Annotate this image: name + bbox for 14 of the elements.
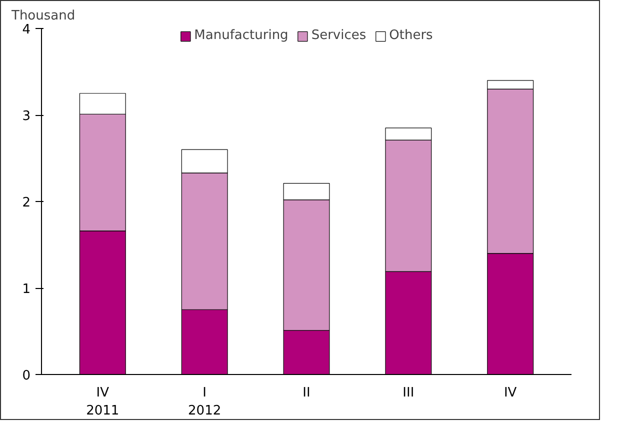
y-tick-label: 0 [22, 368, 31, 384]
y-tick-label: 4 [22, 22, 31, 38]
y-tick-label: 3 [22, 109, 31, 124]
x-tick-label: I 2012 [188, 386, 222, 418]
y-tick-label: 2 [22, 196, 31, 210]
legend-label: Others [389, 28, 433, 43]
y-axis-title: Thousand [10, 8, 76, 24]
legend-label: Services [311, 28, 366, 43]
legend-label: Manufacturing [194, 28, 288, 43]
y-tick-label: 1 [22, 282, 31, 297]
x-tick-label: III [402, 386, 414, 400]
x-tick-label: IV [504, 386, 517, 400]
x-tick-label: IV 2011 [86, 386, 120, 418]
x-tick-label: II [302, 386, 310, 400]
